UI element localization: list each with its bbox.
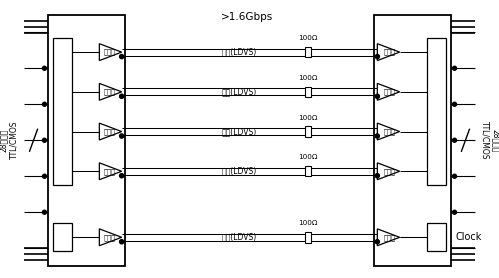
Text: 驱动器: 驱动器 [103, 234, 115, 240]
Text: 100Ω: 100Ω [298, 220, 318, 226]
Circle shape [453, 174, 457, 178]
Bar [305, 126, 311, 137]
Text: 100Ω: 100Ω [298, 154, 318, 160]
Bar [427, 38, 446, 185]
Text: TTL/CMOS: TTL/CMOS [481, 121, 490, 160]
Polygon shape [377, 123, 400, 140]
Polygon shape [377, 229, 400, 246]
Circle shape [453, 66, 457, 70]
Text: TTL/CMOS: TTL/CMOS [9, 121, 18, 160]
Circle shape [453, 138, 457, 142]
Text: 数据(LDVS): 数据(LDVS) [222, 48, 257, 57]
Bar [53, 224, 72, 251]
Circle shape [120, 134, 124, 138]
Text: 接收器: 接收器 [384, 49, 396, 55]
Polygon shape [99, 44, 122, 61]
Polygon shape [99, 163, 122, 180]
Bar [48, 15, 125, 265]
Text: 100Ω: 100Ω [298, 115, 318, 121]
Text: 接收器: 接收器 [384, 128, 396, 135]
Polygon shape [377, 83, 400, 100]
Bar [427, 224, 446, 251]
Bar [305, 232, 311, 242]
Text: 28位数据: 28位数据 [491, 128, 499, 152]
Circle shape [453, 210, 457, 214]
Text: 驱动器: 驱动器 [103, 49, 115, 55]
Text: 驱动器: 驱动器 [103, 168, 115, 175]
Text: >1.6Gbps: >1.6Gbps [221, 13, 273, 22]
Bar [305, 87, 311, 97]
Polygon shape [99, 229, 122, 246]
Text: 数据(LDVS): 数据(LDVS) [222, 87, 257, 96]
Text: 驱动器: 驱动器 [103, 128, 115, 135]
Text: 数据(LDVS): 数据(LDVS) [222, 127, 257, 136]
Circle shape [120, 240, 124, 244]
Polygon shape [99, 83, 122, 100]
Text: 接收器: 接收器 [384, 168, 396, 175]
Circle shape [375, 240, 379, 244]
Circle shape [42, 102, 46, 106]
Polygon shape [99, 123, 122, 140]
Polygon shape [377, 44, 400, 61]
Circle shape [375, 134, 379, 138]
Text: 数据(LDVS): 数据(LDVS) [222, 233, 257, 242]
Circle shape [120, 94, 124, 98]
Circle shape [120, 174, 124, 178]
Text: 数据(LDVS): 数据(LDVS) [222, 167, 257, 176]
Text: Clock: Clock [456, 232, 482, 242]
Bar [53, 38, 72, 185]
Circle shape [42, 174, 46, 178]
Circle shape [42, 210, 46, 214]
Circle shape [42, 66, 46, 70]
Circle shape [42, 138, 46, 142]
Text: 100Ω: 100Ω [298, 75, 318, 81]
Text: 28位数据: 28位数据 [0, 128, 8, 152]
Circle shape [120, 54, 124, 59]
Bar [305, 166, 311, 177]
Text: 接收器: 接收器 [384, 88, 396, 95]
Polygon shape [377, 163, 400, 180]
Text: 接收器: 接收器 [384, 234, 396, 240]
Text: 驱动器: 驱动器 [103, 88, 115, 95]
Circle shape [375, 94, 379, 98]
Circle shape [375, 54, 379, 59]
Circle shape [375, 174, 379, 178]
Circle shape [453, 102, 457, 106]
Bar [374, 15, 451, 265]
Bar [305, 47, 311, 57]
Text: 100Ω: 100Ω [298, 35, 318, 41]
